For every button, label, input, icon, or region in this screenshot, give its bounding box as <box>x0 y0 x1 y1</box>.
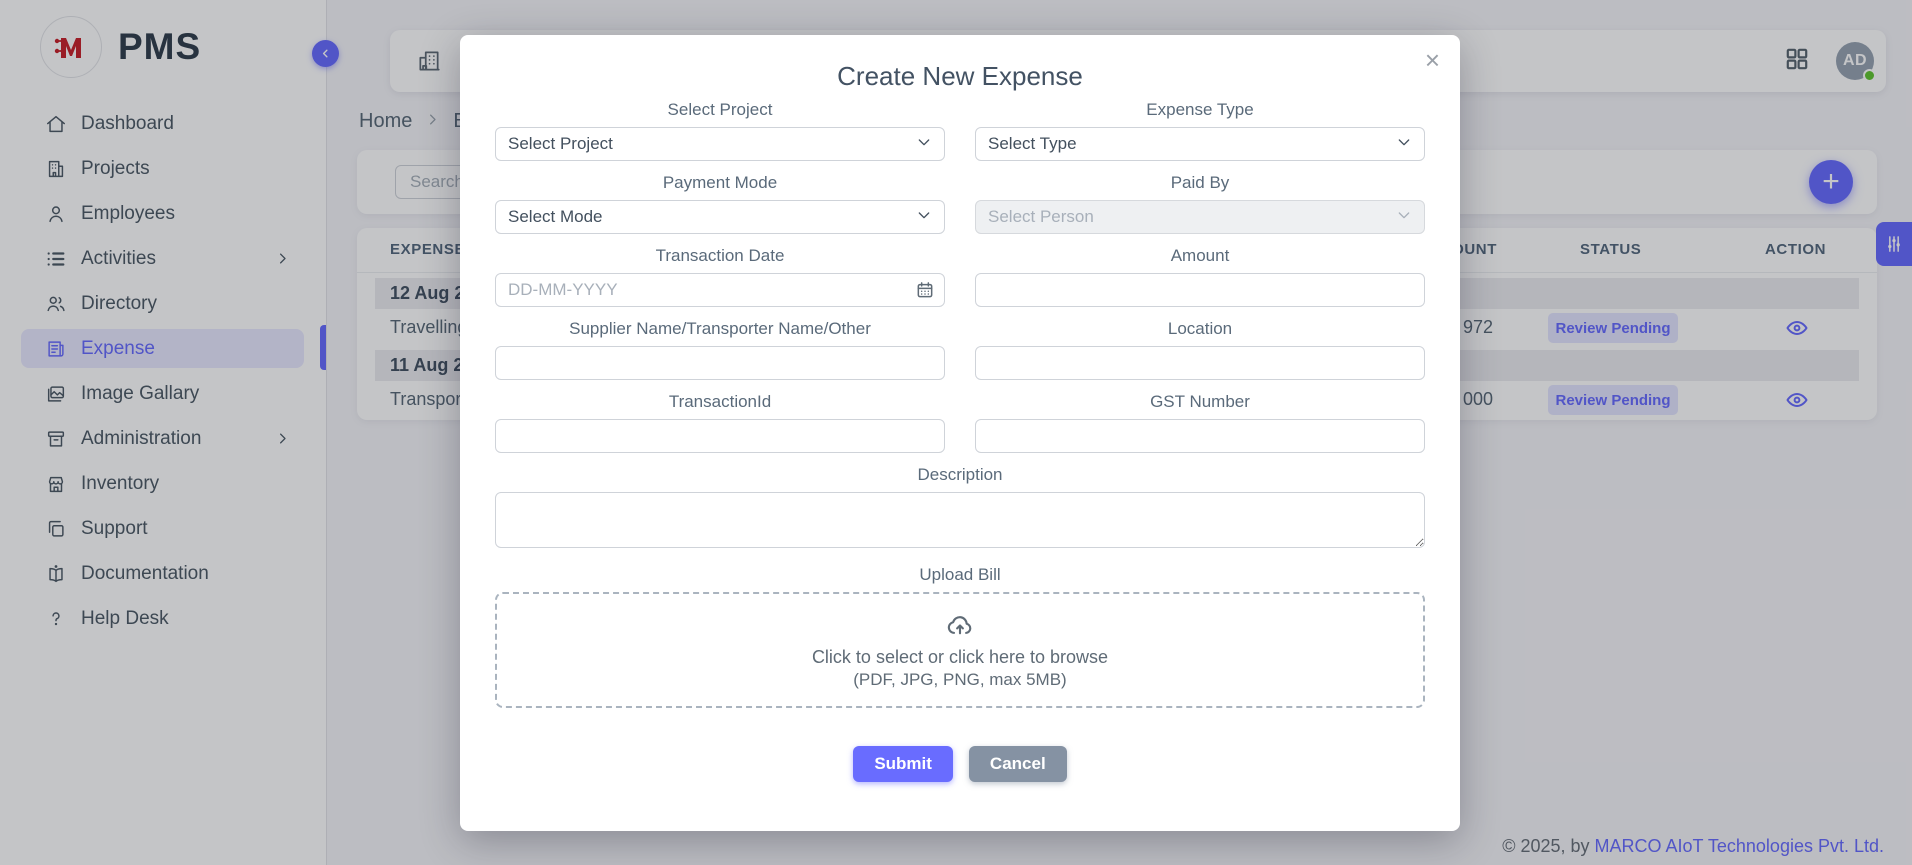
field-select-project: Select Project Select Project <box>495 100 945 161</box>
chevron-down-icon <box>916 134 932 155</box>
table-row: Travelling 972 Review Pending <box>357 310 1877 348</box>
status-badge: Review Pending <box>1548 313 1678 343</box>
field-location: Location <box>975 319 1425 380</box>
chevron-right-icon <box>275 431 290 446</box>
avatar-initials: AD <box>1842 52 1868 69</box>
online-status-dot <box>1863 69 1876 82</box>
marco-logo-icon <box>40 16 102 78</box>
transaction-id-input[interactable] <box>495 419 945 453</box>
footer: © 2025, by MARCO AIoT Technologies Pvt. … <box>1502 836 1884 857</box>
cancel-button[interactable]: Cancel <box>968 746 1067 782</box>
col-header-status: STATUS <box>1580 241 1642 258</box>
customizer-toggle[interactable] <box>1876 222 1912 266</box>
copy-icon <box>45 518 67 540</box>
sidebar: PMS Dashboard Projects Employees <box>0 0 327 865</box>
sidebar-item-help-desk[interactable]: Help Desk <box>21 599 304 638</box>
cloud-upload-icon <box>947 615 972 634</box>
store-icon <box>45 473 67 495</box>
active-menu-indicator <box>320 325 326 370</box>
brand[interactable]: PMS <box>0 0 326 78</box>
sidebar-item-directory[interactable]: Directory <box>21 284 304 323</box>
app-title: PMS <box>118 26 202 67</box>
image-icon <box>45 383 67 405</box>
navbar-actions: AD <box>1784 30 1876 92</box>
modal-actions: Submit Cancel <box>495 746 1425 782</box>
sidebar-item-inventory[interactable]: Inventory <box>21 464 304 503</box>
user-icon <box>45 203 67 225</box>
chevron-right-icon <box>275 251 290 266</box>
upload-dropzone[interactable]: Click to select or click here to browse … <box>495 592 1425 708</box>
expense-type-select[interactable]: Select Type <box>975 127 1425 161</box>
field-upload-bill: Upload Bill Click to select or click her… <box>495 565 1425 708</box>
add-expense-button[interactable]: + <box>1809 160 1853 204</box>
expense-form: Select Project Select Project Expense Ty… <box>495 100 1425 782</box>
chevron-right-icon <box>425 110 440 133</box>
help-icon <box>45 608 67 630</box>
supplier-name-input[interactable] <box>495 346 945 380</box>
list-icon <box>45 248 67 270</box>
field-transaction-id: TransactionId <box>495 392 945 453</box>
sidebar-item-activities[interactable]: Activities <box>21 239 304 278</box>
submit-button[interactable]: Submit <box>853 746 953 782</box>
invoice-icon <box>45 338 67 360</box>
home-icon <box>45 113 67 135</box>
amount-input[interactable] <box>975 273 1425 307</box>
field-supplier-name: Supplier Name/Transporter Name/Other <box>495 319 945 380</box>
apps-grid-icon[interactable] <box>1784 46 1810 77</box>
sidebar-nav: Dashboard Projects Employees Activities <box>0 104 326 644</box>
sidebar-item-documentation[interactable]: Documentation <box>21 554 304 593</box>
sidebar-item-projects[interactable]: Projects <box>21 149 304 188</box>
location-input[interactable] <box>975 346 1425 380</box>
archive-icon <box>45 428 67 450</box>
field-expense-type: Expense Type Select Type <box>975 100 1425 161</box>
field-payment-mode: Payment Mode Select Mode <box>495 173 945 234</box>
create-expense-modal: × Create New Expense Select Project Sele… <box>460 35 1460 831</box>
chevron-down-icon <box>1396 134 1412 155</box>
table-row: Transport 000 Review Pending <box>357 382 1877 420</box>
sidebar-item-expense[interactable]: Expense <box>21 329 304 368</box>
project-select[interactable]: Select Project <box>495 127 945 161</box>
sidebar-item-dashboard[interactable]: Dashboard <box>21 104 304 143</box>
sliders-icon <box>1888 236 1900 252</box>
view-expense-icon[interactable] <box>1785 388 1811 414</box>
sidebar-collapse-button[interactable] <box>312 40 339 67</box>
payment-mode-select[interactable]: Select Mode <box>495 200 945 234</box>
view-expense-icon[interactable] <box>1785 316 1811 342</box>
description-textarea[interactable] <box>495 492 1425 548</box>
sidebar-item-support[interactable]: Support <box>21 509 304 548</box>
company-link[interactable]: MARCO AIoT Technologies Pvt. Ltd. <box>1594 836 1884 856</box>
avatar[interactable]: AD <box>1836 42 1876 82</box>
copyright-text: © 2025, by <box>1502 836 1595 856</box>
paid-by-select: Select Person <box>975 200 1425 234</box>
field-amount: Amount <box>975 246 1425 307</box>
field-paid-by: Paid By Select Person <box>975 173 1425 234</box>
modal-title: Create New Expense <box>837 61 1083 91</box>
status-badge: Review Pending <box>1548 385 1678 415</box>
calendar-icon[interactable] <box>915 280 935 300</box>
field-gst-number: GST Number <box>975 392 1425 453</box>
chevron-down-icon <box>916 207 932 228</box>
breadcrumb-home[interactable]: Home <box>359 110 413 132</box>
field-transaction-date: Transaction Date <box>495 246 945 307</box>
sidebar-item-image-gallary[interactable]: Image Gallary <box>21 374 304 413</box>
col-header-action: ACTION <box>1765 241 1827 258</box>
col-header-expense: EXPENSE <box>390 241 466 258</box>
modal-close-button[interactable]: × <box>1424 45 1440 75</box>
chevron-down-icon <box>1396 207 1412 228</box>
transaction-date-input[interactable] <box>495 273 945 307</box>
field-description: Description <box>495 465 1425 553</box>
sidebar-item-employees[interactable]: Employees <box>21 194 304 233</box>
users-icon <box>45 293 67 315</box>
organization-icon[interactable] <box>416 48 442 74</box>
sidebar-item-administration[interactable]: Administration <box>21 419 304 458</box>
building-icon <box>45 158 67 180</box>
book-icon <box>45 563 67 585</box>
gst-number-input[interactable] <box>975 419 1425 453</box>
